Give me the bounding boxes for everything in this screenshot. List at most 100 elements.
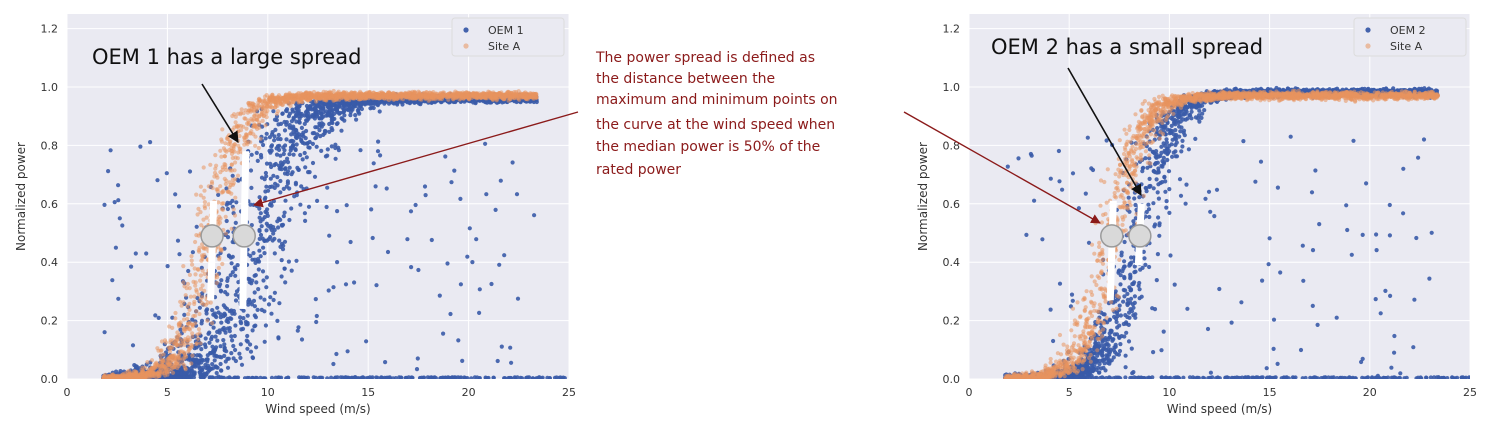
scatter-point [253,260,258,265]
scatter-point [267,184,272,190]
scatter-point [215,189,220,194]
scatter-point [226,253,231,258]
scatter-point [210,308,215,313]
scatter-point [233,347,238,353]
scatter-point [457,375,462,379]
scatter-point [331,285,336,290]
scatter-point [247,103,252,108]
scatter-point [257,248,262,253]
scatter-point [289,206,294,211]
scatter-point [232,311,237,316]
scatter-point [212,347,217,352]
scatter-point [278,190,283,195]
scatter-point [299,184,304,189]
scatter-point [304,118,310,123]
scatter-point [355,376,361,379]
scatter-point [279,258,284,263]
scatter-point [325,147,330,152]
scatter-point [499,95,505,100]
scatter-point [278,153,283,158]
scatter-point [358,148,363,153]
scatter-point [239,321,244,326]
scatter-point [314,144,319,149]
scatter-point [445,261,450,266]
scatter-point [229,351,234,356]
scatter-point [172,341,177,346]
scatter-point [282,266,287,271]
scatter-point [294,142,299,147]
scatter-point [244,338,249,343]
scatter-point [275,136,281,141]
scatter-point [329,126,334,131]
scatter-point [218,361,223,367]
scatter-point [219,154,224,159]
scatter-point [275,103,280,108]
scatter-point [333,142,338,147]
scatter-point [294,258,299,263]
scatter-point [377,109,382,114]
scatter-point [173,316,178,321]
scatter-point [220,261,225,267]
scatter-point [229,308,234,313]
scatter-point [202,206,208,211]
scatter-point [187,327,193,332]
scatter-point [329,93,334,98]
scatter-point [262,238,268,243]
scatter-point [193,313,198,318]
scatter-point [262,251,267,256]
scatter-point [277,375,282,379]
scatter-point [307,170,312,175]
scatter-point [265,104,270,109]
scatter-point [214,280,219,286]
scatter-point [558,375,563,379]
scatter-point [241,316,246,321]
scatter-point [336,89,341,94]
scatter-point [212,170,218,175]
scatter-point [447,375,452,379]
scatter-point [275,318,280,323]
scatter-point [273,127,278,132]
scatter-point [170,370,176,375]
scatter-point [433,376,438,379]
scatter-point [269,203,274,208]
scatter-point [441,331,446,336]
scatter-point [169,360,174,366]
scatter-point [260,217,265,222]
scatter-point [153,313,158,318]
scatter-point [450,376,455,379]
scatter-point [283,198,288,203]
scatter-point [354,117,359,122]
scatter-point [304,103,309,109]
scatter-point [249,152,254,157]
scatter-point [304,113,309,118]
scatter-point [250,278,255,283]
scatter-point [175,238,181,243]
scatter-point [185,304,190,309]
scatter-point [323,102,328,107]
scatter-point [122,376,127,379]
scatter-point [510,160,515,165]
scatter-point [259,224,264,229]
scatter-point [219,278,224,283]
scatter-point [303,218,308,223]
scatter-point [197,305,202,310]
scatter-point [216,265,221,271]
scatter-point [206,202,211,207]
scatter-point [218,216,223,221]
scatter-point [448,311,453,317]
scatter-point [183,293,188,298]
scatter-point [424,90,429,95]
scatter-point [178,327,183,332]
scatter-point [198,297,203,302]
scatter-point [486,375,491,379]
scatter-point [219,248,224,253]
scatter-point [532,213,537,218]
scatter-point [413,202,418,208]
scatter-point [138,144,143,149]
scatter-point [358,103,363,108]
scatter-point [248,349,254,354]
scatter-point [465,376,470,379]
scatter-point [233,358,238,364]
scatter-point [217,220,223,225]
scatter-point [133,251,138,256]
